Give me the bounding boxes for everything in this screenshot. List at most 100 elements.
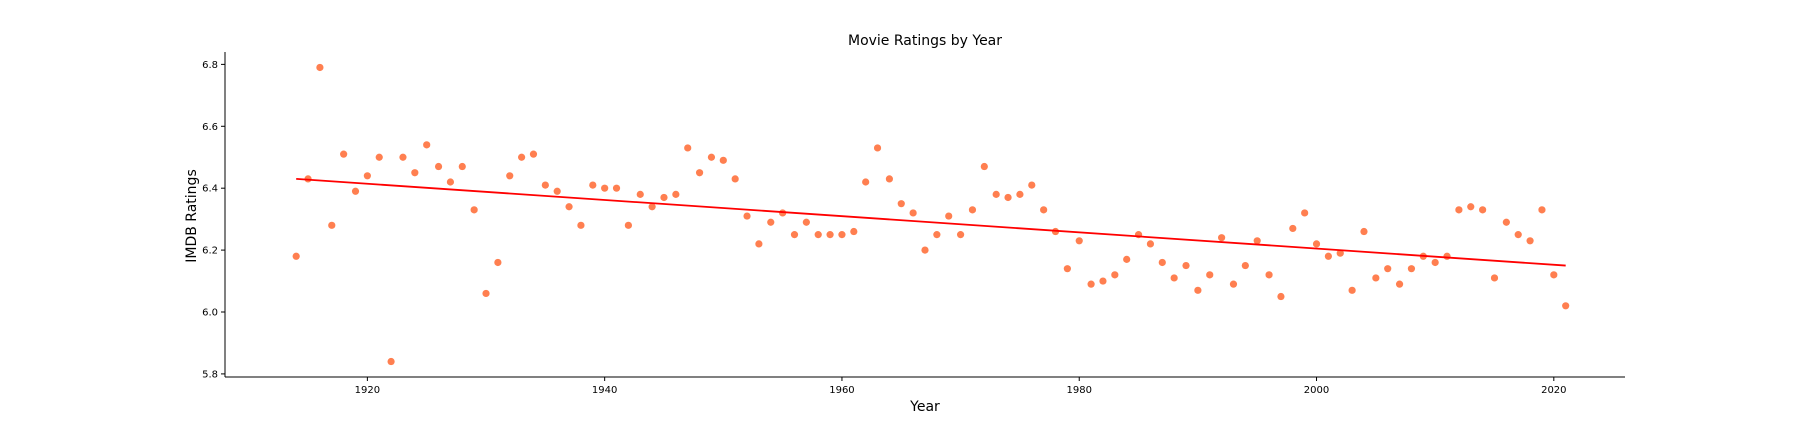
plot-area: 1920 1940 1960 1980 2000 2020 5.8 6.0 6.2 6.4 6.6…	[202, 52, 1625, 396]
data-point	[387, 357, 395, 366]
data-point	[1479, 206, 1487, 214]
data-point	[1170, 274, 1178, 282]
data-point	[992, 190, 1000, 198]
trend-line	[296, 178, 1566, 267]
data-point	[850, 227, 858, 236]
data-point	[1336, 249, 1344, 257]
data-point	[292, 252, 300, 260]
x-tick-label: 1920	[355, 385, 380, 396]
data-point	[601, 184, 609, 192]
data-point	[1016, 190, 1024, 198]
data-point	[1111, 271, 1119, 279]
data-point	[695, 169, 704, 177]
data-point	[446, 178, 455, 186]
data-point	[423, 141, 431, 149]
y-tick-label: 6.8	[202, 60, 218, 71]
data-point	[541, 181, 549, 189]
y-axis-title: IMDB Ratings	[184, 169, 200, 262]
data-point	[660, 193, 668, 202]
data-point	[684, 144, 692, 152]
data-point	[945, 212, 953, 220]
data-point	[1253, 237, 1261, 245]
y-tick-label: 6.0	[202, 308, 218, 319]
data-point	[767, 218, 775, 226]
data-point	[458, 162, 466, 171]
data-point	[956, 231, 965, 239]
data-point	[1312, 240, 1321, 248]
data-point	[316, 63, 324, 72]
data-point	[411, 169, 419, 177]
data-point	[838, 231, 846, 239]
data-point	[1158, 258, 1166, 267]
data-point	[1087, 280, 1095, 288]
data-point	[1550, 271, 1558, 279]
data-point	[1265, 271, 1273, 279]
data-point	[399, 153, 407, 161]
data-point	[1289, 224, 1297, 233]
data-point	[885, 175, 894, 183]
data-point	[506, 172, 514, 180]
data-point	[1075, 237, 1083, 245]
data-point	[826, 231, 834, 239]
data-point	[577, 221, 585, 229]
data-points	[292, 63, 1570, 366]
data-point	[1467, 203, 1475, 211]
data-point	[1182, 261, 1190, 270]
y-tick-label: 5.8	[202, 369, 218, 380]
data-point	[1324, 252, 1332, 260]
data-point	[1241, 261, 1249, 270]
data-point	[494, 258, 502, 267]
y-tick-label: 6.2	[202, 246, 218, 257]
data-point	[790, 231, 799, 239]
data-point	[1301, 209, 1309, 217]
data-point	[707, 153, 716, 161]
data-point	[351, 187, 360, 195]
data-point	[363, 172, 371, 180]
data-point	[648, 203, 656, 211]
data-point	[1360, 227, 1368, 236]
data-point	[862, 178, 870, 186]
data-point	[1028, 181, 1036, 189]
data-point	[1407, 265, 1416, 273]
data-point	[482, 289, 490, 298]
data-point	[731, 175, 739, 183]
data-point	[755, 240, 763, 248]
data-point	[1194, 286, 1202, 294]
data-point	[1277, 292, 1285, 301]
y-ticks: 5.8 6.0 6.2 6.4 6.6 6.8	[202, 60, 225, 380]
data-point	[897, 200, 905, 208]
data-point	[1538, 206, 1546, 214]
data-point	[529, 150, 538, 158]
data-point	[1348, 286, 1356, 294]
data-point	[1004, 193, 1012, 202]
data-point	[1490, 274, 1499, 282]
data-point	[719, 156, 727, 164]
x-ticks: 1920 1940 1960 1980 2000 2020	[355, 377, 1567, 396]
data-point	[470, 206, 478, 214]
x-tick-label: 1940	[592, 385, 617, 396]
data-point	[909, 209, 917, 217]
data-point	[1502, 218, 1510, 226]
data-point	[1526, 237, 1534, 245]
data-point	[743, 212, 751, 220]
x-axis-title: Year	[909, 399, 940, 415]
data-point	[802, 218, 810, 226]
data-point	[518, 153, 526, 161]
data-point	[553, 187, 561, 195]
x-tick-label: 1960	[829, 385, 854, 396]
data-point	[933, 231, 941, 239]
data-point	[1514, 231, 1522, 239]
data-point	[980, 162, 988, 171]
data-point	[589, 181, 597, 189]
data-point	[1384, 265, 1392, 273]
data-point	[375, 153, 383, 161]
data-point	[1218, 234, 1226, 242]
data-point	[1372, 274, 1380, 282]
data-point	[624, 221, 632, 229]
data-point	[873, 144, 882, 152]
data-point	[328, 221, 336, 229]
x-tick-label: 2020	[1541, 385, 1566, 396]
data-point	[565, 203, 573, 211]
data-point	[1229, 280, 1238, 288]
x-tick-label: 1980	[1067, 385, 1092, 396]
